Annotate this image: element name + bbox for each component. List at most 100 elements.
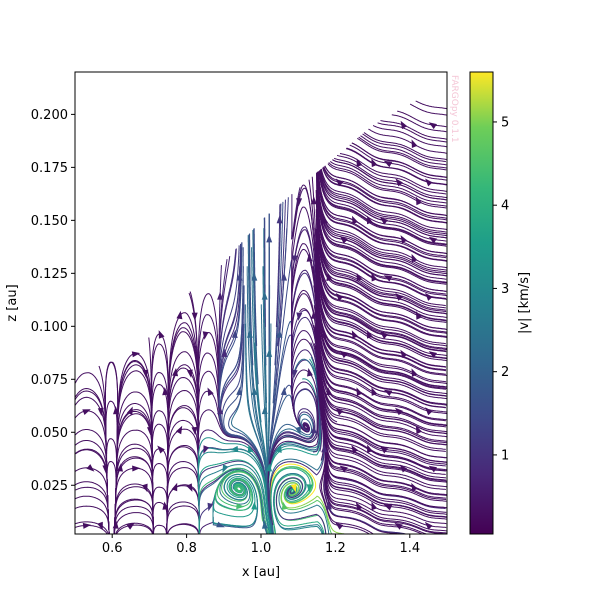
- stream-arrow: [352, 215, 358, 225]
- stream-arrow: [321, 329, 328, 338]
- colorbar-tick-label: 3: [501, 282, 509, 297]
- stream-arrow: [415, 425, 422, 435]
- streamline: [368, 128, 447, 154]
- streamline: [115, 522, 154, 534]
- colorbar-tick-label: 5: [501, 115, 509, 130]
- y-tick-label: 0.025: [31, 479, 68, 494]
- streamline: [275, 197, 289, 385]
- streamline: [253, 228, 258, 347]
- streamline: [75, 410, 109, 517]
- stream-arrow: [296, 312, 303, 321]
- stream-arrow: [251, 501, 258, 510]
- stream-arrow: [231, 329, 238, 338]
- stream-arrow: [383, 160, 393, 168]
- streamline: [167, 331, 199, 461]
- y-axis-ticks: 0.025 0.050 0.075 0.100 0.125 0.150 0.175 0.200: [31, 108, 75, 494]
- streamline: [291, 187, 301, 240]
- stream-arrow: [428, 236, 437, 244]
- x-axis-ticks: 0.6 0.8 1.0 1.2 1.4: [102, 534, 420, 556]
- streamline: [264, 217, 266, 327]
- stream-arrows: [82, 120, 437, 531]
- streamline: [197, 451, 272, 534]
- stream-arrow: [335, 293, 344, 301]
- stream-arrow: [171, 482, 178, 492]
- streamline: [218, 245, 240, 404]
- stream-arrow: [411, 368, 418, 377]
- stream-arrow: [351, 330, 358, 339]
- streamline: [275, 204, 281, 327]
- stream-arrow: [247, 444, 254, 453]
- stream-arrow: [217, 291, 224, 300]
- stream-arrow: [191, 426, 198, 436]
- stream-arrow: [326, 387, 333, 396]
- watermark: FARGOpy 0.1.1: [449, 75, 459, 143]
- y-tick-label: 0.125: [31, 267, 68, 282]
- stream-arrow: [400, 235, 408, 244]
- stream-arrow: [126, 406, 133, 415]
- streamline: [277, 199, 286, 347]
- streamline: [252, 230, 262, 423]
- streamline: [151, 410, 169, 518]
- streamline: [363, 132, 447, 160]
- streamline: [317, 373, 447, 471]
- x-tick-label: 1.2: [325, 541, 346, 556]
- stream-arrow: [424, 521, 433, 530]
- y-tick-label: 0.150: [31, 214, 68, 229]
- streamline: [262, 266, 268, 480]
- streamline: [75, 521, 109, 534]
- streamline: [115, 391, 154, 498]
- y-tick-label: 0.100: [31, 320, 68, 335]
- stream-arrow: [371, 501, 378, 511]
- stream-arrow: [306, 253, 313, 262]
- stream-arrow: [425, 292, 433, 301]
- stream-arrow: [351, 445, 359, 454]
- stream-arrow: [400, 349, 408, 358]
- stream-arrow: [383, 389, 393, 396]
- streamline: [319, 170, 447, 242]
- stream-arrow: [246, 329, 253, 338]
- stream-arrow: [97, 407, 104, 417]
- streamline: [270, 467, 311, 534]
- stream-arrow: [176, 310, 183, 320]
- streamline: [317, 352, 446, 452]
- colorbar-tick-label: 4: [501, 199, 509, 214]
- streamline: [323, 166, 447, 221]
- x-tick-label: 0.8: [176, 541, 197, 556]
- streamline: [372, 125, 447, 148]
- streamline: [380, 120, 447, 140]
- streamline: [317, 257, 447, 356]
- streamline: [316, 276, 447, 376]
- stream-arrow: [141, 483, 148, 493]
- streamline: [153, 524, 167, 534]
- streamline: [272, 201, 284, 404]
- stream-arrow: [379, 331, 388, 339]
- streamline: [328, 162, 447, 207]
- streamline: [152, 462, 168, 534]
- stream-arrow: [113, 406, 119, 415]
- stream-arrow: [217, 406, 224, 415]
- streamline: [377, 122, 447, 143]
- stream-arrow: [371, 158, 378, 168]
- stream-arrow: [339, 350, 348, 359]
- stream-arrow: [335, 178, 344, 187]
- stream-arrow: [281, 272, 287, 281]
- streamline: [166, 505, 200, 534]
- stream-arrow: [162, 387, 169, 396]
- y-tick-label: 0.175: [31, 161, 68, 176]
- stream-arrow: [379, 446, 388, 454]
- streamline: [316, 351, 447, 459]
- stream-arrow: [275, 444, 282, 453]
- streamline: [249, 233, 254, 366]
- stream-arrow: [266, 348, 273, 357]
- stream-arrow: [400, 120, 408, 130]
- streamline: [166, 407, 200, 518]
- stream-arrow: [296, 198, 303, 207]
- streamline: [198, 469, 268, 534]
- streamline: [351, 142, 447, 178]
- stream-arrow: [411, 139, 418, 148]
- streamline: [320, 168, 447, 231]
- streamline: [113, 498, 154, 534]
- stream-arrow: [236, 272, 243, 281]
- streamline: [248, 234, 256, 404]
- stream-arrow: [395, 407, 403, 416]
